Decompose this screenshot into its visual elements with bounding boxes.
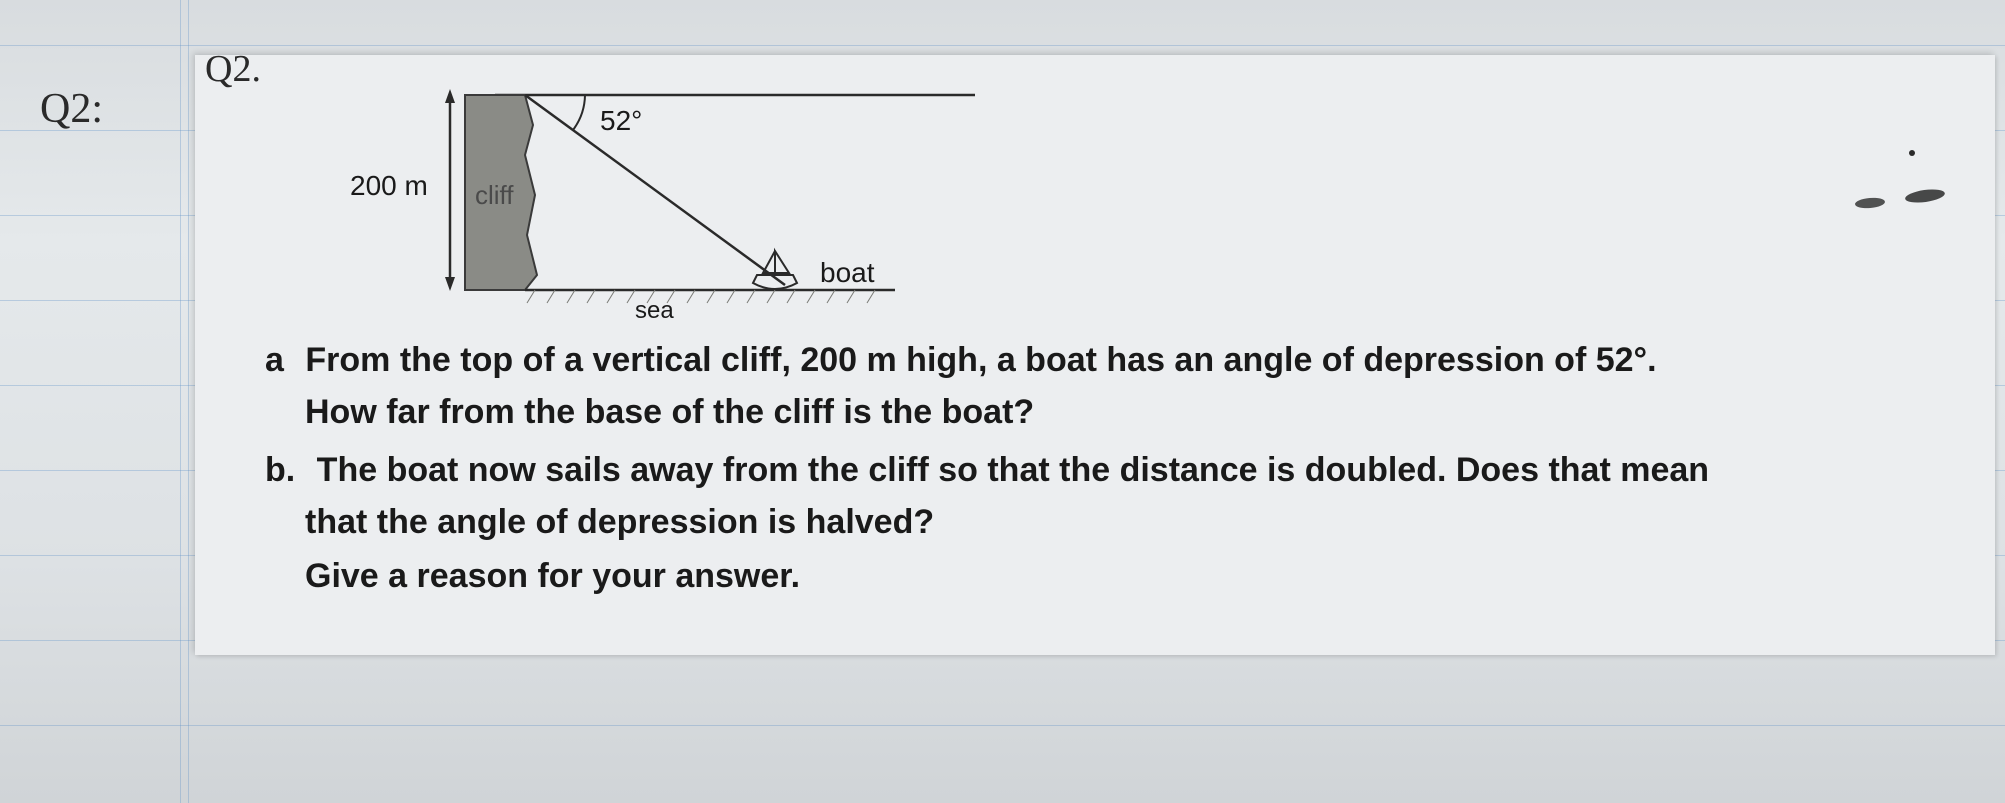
margin-line	[188, 0, 189, 803]
question-a: a From the top of a vertical cliff, 200 …	[265, 335, 1975, 386]
height-label: 200 m	[350, 170, 428, 202]
rule-line	[0, 725, 2005, 726]
diagram: 52° 200 m cliff sea boat	[275, 75, 975, 325]
question-a-line1: From the top of a vertical cliff, 200 m …	[305, 341, 1656, 379]
question-b-line3: Give a reason for your answer.	[305, 551, 800, 602]
problem-sheet: Q2.	[195, 55, 1995, 655]
question-b-line2: that the angle of depression is halved?	[305, 497, 934, 548]
sea-label: sea	[635, 297, 674, 325]
margin-line	[180, 0, 181, 803]
rule-line	[0, 45, 2005, 46]
dot-mark	[1909, 150, 1915, 156]
question-b: b. The boat now sails away from the clif…	[265, 445, 1975, 496]
handwritten-q-margin: Q2:	[40, 85, 103, 133]
boat-label: boat	[820, 257, 875, 289]
question-b-line1: The boat now sails away from the cliff s…	[317, 451, 1709, 489]
angle-label: 52°	[600, 105, 642, 137]
question-b-label: b.	[265, 451, 295, 489]
handwritten-q-sheet: Q2.	[205, 47, 261, 91]
boat-icon	[753, 251, 797, 289]
question-a-line2: How far from the base of the cliff is th…	[305, 387, 1034, 438]
cliff-label: cliff	[475, 180, 514, 211]
question-a-label: a	[265, 341, 284, 379]
